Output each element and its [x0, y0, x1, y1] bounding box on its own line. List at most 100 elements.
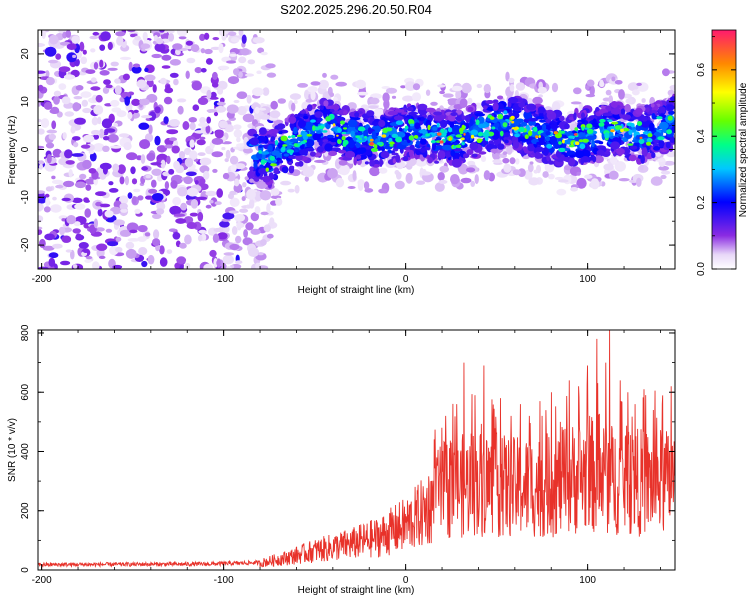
spectrogram-blob: [589, 156, 594, 161]
spectrogram-blob: [290, 165, 295, 169]
spectrogram-blob: [159, 245, 165, 255]
spectrogram-blob: [616, 147, 625, 156]
spectrogram-blob: [379, 167, 388, 174]
spectrogram-blob: [119, 229, 132, 237]
spectrogram-blob: [209, 200, 214, 204]
spectrogram-blob: [233, 68, 240, 76]
spectrogram-blob: [228, 31, 237, 37]
spectrogram-blob: [520, 121, 528, 127]
spectrogram-blob: [248, 189, 258, 193]
spectrogram-blob: [161, 65, 171, 69]
spectrogram-blob: [592, 118, 597, 127]
spectrogram-blob: [146, 152, 156, 162]
spectrogram-blob: [288, 161, 293, 166]
spectrogram-blob: [136, 79, 147, 89]
spectrogram-blob: [512, 169, 521, 176]
spectrogram-blob: [609, 156, 618, 165]
spectrogram-blob: [433, 116, 438, 121]
spectrogram-blob: [314, 159, 326, 163]
spectrogram-blob: [478, 138, 483, 142]
spectrogram-blob: [113, 219, 125, 226]
spectrogram-blob: [148, 111, 157, 121]
spectrogram-blob: [176, 30, 188, 37]
spectrogram-blob: [219, 220, 230, 228]
spectrogram-blob: [173, 78, 179, 86]
spectrogram-blob: [459, 98, 468, 108]
spectrogram-blob: [610, 107, 622, 115]
spectrogram-blob: [131, 98, 141, 106]
spectrogram-blob: [107, 67, 118, 71]
spectrogram-blob: [312, 133, 321, 141]
spectrogram-blob: [90, 77, 97, 83]
spectrogram-blob: [338, 149, 347, 154]
spectrogram-blob: [578, 139, 584, 143]
spectrogram-blob: [330, 119, 338, 125]
spectrogram-blob: [542, 171, 549, 178]
spectrogram-blob: [465, 115, 470, 123]
spectrogram-blob: [558, 147, 566, 153]
spectrogram-blob: [335, 177, 345, 188]
spectrogram-blob: [651, 152, 656, 159]
spectrogram-blob: [45, 196, 50, 207]
spectrogram-blob: [44, 193, 50, 198]
spectrogram-blob: [305, 98, 314, 103]
spectrogram-blob: [48, 257, 56, 267]
spectrogram-blob: [116, 36, 124, 46]
spectrogram-blob: [70, 249, 75, 260]
spectrogram-blob: [126, 222, 139, 232]
spectrogram-blob: [81, 99, 89, 107]
spectrogram-blob: [114, 85, 122, 95]
y-tick-label: 600: [20, 383, 31, 400]
spectrogram-blob: [64, 149, 73, 159]
spectrogram-blob: [321, 109, 330, 115]
spectrogram-blob: [439, 165, 450, 173]
spectrogram-blob: [554, 176, 565, 181]
spectrogram-blob: [451, 85, 463, 92]
spectrogram-blob: [604, 132, 610, 139]
spectrogram-blob: [470, 129, 479, 136]
spectrogram-blob: [39, 238, 46, 248]
spectrogram-blob: [509, 157, 516, 165]
spectrogram-blob: [411, 131, 421, 136]
spectrogram-blob: [436, 122, 440, 128]
spectrogram-blob: [252, 37, 265, 44]
spectrogram-blob: [500, 130, 504, 137]
spectrogram-blob: [180, 202, 188, 211]
spectrogram-blob: [456, 144, 462, 148]
snr-series-line: [38, 330, 675, 568]
spectrogram-blob: [355, 79, 366, 90]
spectrogram-blob: [84, 178, 97, 185]
spectrogram-blob: [190, 199, 199, 209]
spectrogram-blob: [72, 54, 77, 59]
spectrogram-blob: [104, 128, 116, 133]
spectrogram-blob: [440, 132, 447, 137]
spectrogram-blob: [624, 148, 631, 154]
spectrogram-blob: [199, 136, 206, 140]
spectrogram-blob: [394, 180, 405, 190]
spectrogram-blob: [364, 161, 369, 165]
spectrogram-blob: [641, 116, 648, 122]
spectrogram-blob: [103, 79, 111, 85]
spectrogram-blob: [114, 78, 121, 84]
spectrogram-blob: [45, 70, 50, 78]
spectrogram-blob: [43, 206, 51, 213]
spectrogram-blob: [667, 115, 673, 121]
spectrogram-blob: [430, 140, 436, 144]
spectrogram-blob: [523, 110, 532, 120]
spectrogram-blob: [451, 158, 462, 168]
spectrogram-blob: [38, 128, 45, 135]
spectrogram-blob: [38, 266, 49, 269]
spectrogram-blob: [238, 56, 247, 64]
spectrogram-blob: [598, 122, 605, 127]
spectrogram-blob: [442, 93, 454, 98]
spectrogram-blob: [459, 130, 464, 135]
spectrogram-blob: [134, 208, 141, 214]
spectrogram-blob: [258, 145, 263, 149]
spectrogram-blob: [437, 132, 442, 136]
spectrogram-blob: [190, 44, 200, 53]
spectrogram-blob: [58, 226, 66, 235]
spectrogram-blob: [304, 121, 314, 131]
spectrogram-blob: [50, 204, 62, 213]
spectrogram-blob: [485, 100, 495, 104]
spectrogram-blob: [78, 242, 89, 249]
